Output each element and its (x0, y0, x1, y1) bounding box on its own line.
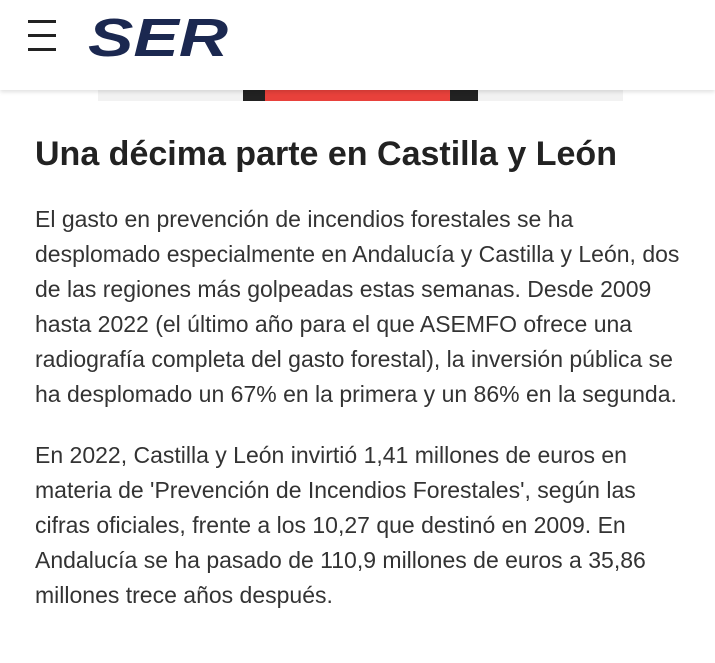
logo-text: SER (88, 14, 228, 58)
heading: Una décima parte en Castilla y León (35, 135, 617, 173)
paragraph: En 2022, Castilla y León invirtió 1,41 m… (35, 442, 646, 608)
menu-button[interactable] (28, 20, 56, 52)
logo[interactable]: SER (88, 14, 230, 58)
article: Una décima parte en Castilla y León El g… (35, 132, 685, 639)
paragraph: El gasto en prevención de incendios fore… (35, 206, 680, 407)
ad-banner (98, 88, 623, 101)
header: SER (0, 0, 715, 90)
